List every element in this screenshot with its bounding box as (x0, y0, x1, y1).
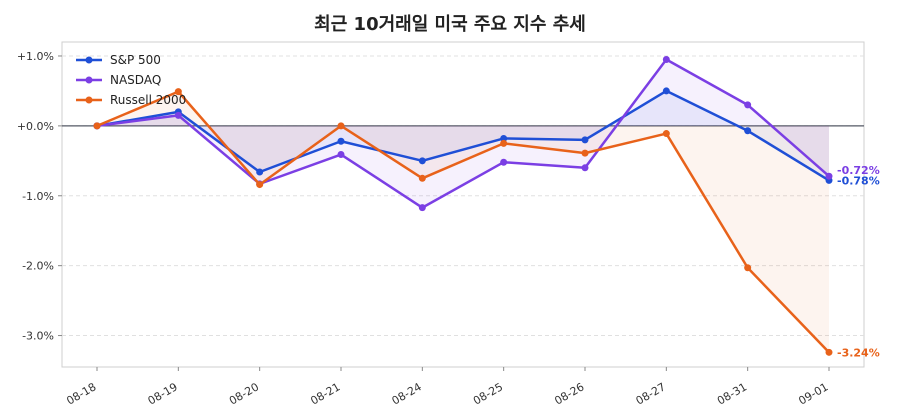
y-tick-label: -2.0% (22, 260, 54, 273)
x-tick-label: 08-18 (64, 380, 98, 407)
x-tick-label: 08-19 (146, 380, 180, 407)
end-value-label: -3.24% (837, 346, 880, 359)
x-tick-label: 09-01 (796, 380, 830, 407)
data-point (662, 87, 670, 95)
data-point (500, 158, 508, 166)
legend-swatch-marker (85, 56, 93, 64)
x-tick-label: 08-27 (634, 380, 668, 407)
y-tick-label: +1.0% (17, 50, 54, 63)
data-point (825, 172, 833, 180)
end-value-label: -0.72% (837, 164, 880, 177)
x-tick-label: 08-26 (552, 380, 586, 407)
legend-label: NASDAQ (110, 73, 161, 87)
x-tick-label: 08-24 (390, 380, 424, 407)
data-point (93, 122, 101, 130)
series-area-fill (97, 90, 829, 181)
data-point (337, 151, 345, 159)
data-point (744, 127, 752, 135)
data-point (662, 130, 670, 138)
x-tick-label: 08-25 (471, 380, 505, 407)
series-area-fill (97, 91, 829, 353)
data-point (256, 168, 264, 176)
data-point (825, 348, 833, 356)
data-point (500, 134, 508, 142)
series-line (96, 90, 830, 354)
chart-title: 최근 10거래일 미국 주요 지수 추세 (314, 14, 586, 35)
x-tick-label: 08-20 (227, 380, 261, 407)
data-point (581, 164, 589, 172)
data-point (337, 122, 345, 130)
plot-area (61, 41, 865, 368)
data-point (418, 157, 426, 165)
data-point (500, 139, 508, 147)
end-value-label: -0.78% (837, 174, 880, 187)
data-point (662, 55, 670, 63)
x-tick-label: 08-31 (715, 380, 749, 407)
data-point (418, 174, 426, 182)
data-point (256, 181, 264, 189)
data-point (418, 204, 426, 212)
data-point (174, 88, 182, 96)
legend-swatch-marker (85, 76, 93, 84)
y-tick-label: +0.0% (17, 120, 54, 133)
legend-swatch-marker (85, 96, 93, 104)
data-point (744, 101, 752, 109)
y-tick-label: -1.0% (22, 190, 54, 203)
series-line (96, 89, 830, 182)
data-point (581, 149, 589, 157)
y-tick-label: -3.0% (22, 330, 54, 343)
series-line (96, 58, 830, 209)
legend-label: S&P 500 (110, 53, 161, 67)
legend-label: Russell 2000 (110, 93, 186, 107)
data-point (337, 137, 345, 145)
data-point (581, 136, 589, 144)
data-point (174, 111, 182, 119)
data-point (744, 264, 752, 272)
x-tick-label: 08-21 (308, 380, 342, 407)
